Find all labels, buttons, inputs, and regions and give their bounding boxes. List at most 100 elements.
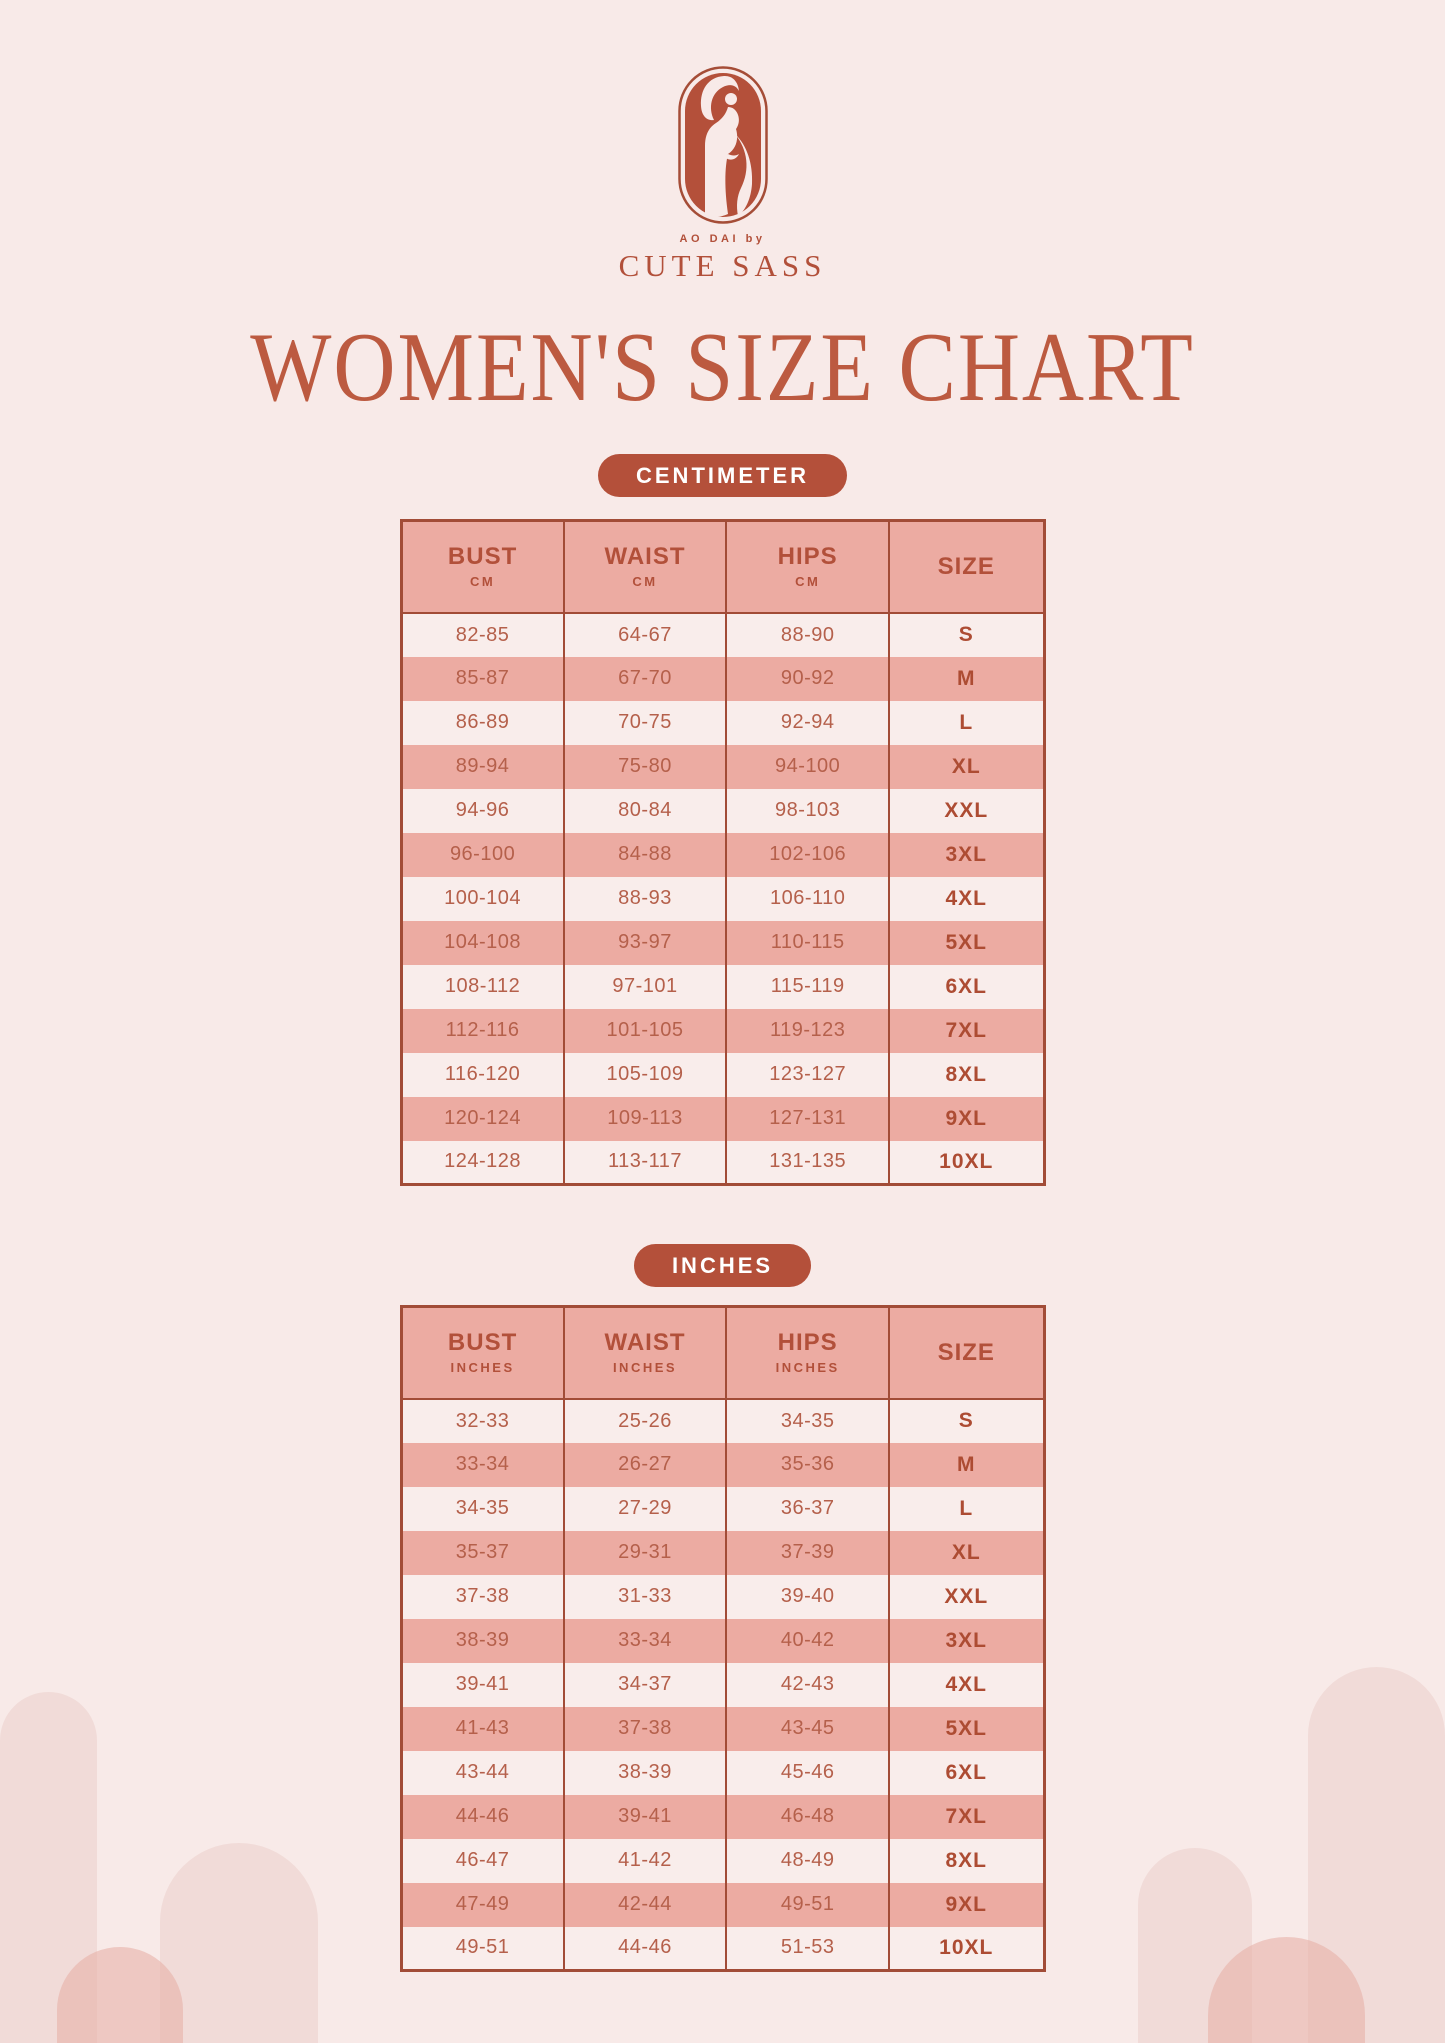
cell-waist: 29-31 bbox=[562, 1530, 728, 1575]
cell-waist: 27-29 bbox=[562, 1486, 728, 1531]
cell-waist: 93-97 bbox=[562, 920, 728, 965]
column-header-hips: HIPS INCHES bbox=[725, 1305, 891, 1400]
table-row: 89-94 75-80 94-100 XL bbox=[400, 744, 1045, 789]
cell-bust: 108-112 bbox=[400, 964, 565, 1009]
table-row: 44-46 39-41 46-48 7XL bbox=[400, 1794, 1045, 1839]
cell-bust: 104-108 bbox=[400, 920, 565, 965]
table-row: 33-34 26-27 35-36 M bbox=[400, 1442, 1045, 1487]
cell-waist: 31-33 bbox=[562, 1574, 728, 1619]
cell-size: S bbox=[888, 1398, 1045, 1443]
cell-size: XXL bbox=[888, 1574, 1045, 1619]
cell-bust: 41-43 bbox=[400, 1706, 565, 1751]
column-header-bust: BUST CM bbox=[400, 519, 565, 614]
brand-name: CUTE SASS bbox=[618, 248, 827, 283]
table-row: 43-44 38-39 45-46 6XL bbox=[400, 1750, 1045, 1795]
table-row: 46-47 41-42 48-49 8XL bbox=[400, 1838, 1045, 1883]
column-header-waist: WAIST CM bbox=[562, 519, 728, 614]
column-header-size: SIZE bbox=[888, 519, 1045, 614]
column-header-hips: HIPS CM bbox=[725, 519, 891, 614]
size-table: BUST CM WAIST CM HIPS CM SIZE 82-85 64-67 88-90 S 8… bbox=[399, 519, 1046, 1186]
cell-waist: 105-109 bbox=[562, 1052, 728, 1097]
column-unit: INCHES bbox=[775, 1360, 840, 1376]
page-title-text: WOMEN'S SIZE CHART bbox=[250, 312, 1195, 422]
cell-size: M bbox=[888, 656, 1045, 701]
cell-hips: 115-119 bbox=[725, 964, 891, 1009]
cell-size: 4XL bbox=[888, 1662, 1045, 1707]
cell-bust: 49-51 bbox=[400, 1926, 565, 1971]
table-row: 120-124 109-113 127-131 9XL bbox=[400, 1096, 1045, 1141]
cell-bust: 100-104 bbox=[400, 876, 565, 921]
cell-waist: 113-117 bbox=[562, 1140, 728, 1185]
cell-waist: 41-42 bbox=[562, 1838, 728, 1883]
cell-waist: 37-38 bbox=[562, 1706, 728, 1751]
column-label: BUST bbox=[447, 543, 518, 571]
column-header-bust: BUST INCHES bbox=[400, 1305, 565, 1400]
column-label: WAIST bbox=[604, 543, 686, 571]
unit-badge-centimeter: CENTIMETER bbox=[598, 454, 847, 497]
cell-bust: 120-124 bbox=[400, 1096, 565, 1141]
cell-size: 9XL bbox=[888, 1096, 1045, 1141]
cell-bust: 124-128 bbox=[400, 1140, 565, 1185]
cell-bust: 37-38 bbox=[400, 1574, 565, 1619]
cell-size: 3XL bbox=[888, 1618, 1045, 1663]
cell-hips: 106-110 bbox=[725, 876, 891, 921]
cell-bust: 82-85 bbox=[400, 612, 565, 657]
table-row: 94-96 80-84 98-103 XXL bbox=[400, 788, 1045, 833]
column-unit: INCHES bbox=[612, 1360, 678, 1376]
table-row: 35-37 29-31 37-39 XL bbox=[400, 1530, 1045, 1575]
cell-hips: 88-90 bbox=[725, 612, 891, 657]
table-row: 86-89 70-75 92-94 L bbox=[400, 700, 1045, 745]
cell-waist: 97-101 bbox=[562, 964, 728, 1009]
cell-waist: 80-84 bbox=[562, 788, 728, 833]
column-label: SIZE bbox=[937, 1338, 995, 1366]
cell-size: L bbox=[888, 700, 1045, 745]
cell-size: XL bbox=[888, 744, 1045, 789]
cell-bust: 38-39 bbox=[400, 1618, 565, 1663]
cell-size: 5XL bbox=[888, 1706, 1045, 1751]
size-table-centimeter: BUST CM WAIST CM HIPS CM SIZE 82-85 64-67 88-90 S 8… bbox=[399, 519, 1046, 1186]
table-row: 124-128 113-117 131-135 10XL bbox=[400, 1140, 1045, 1185]
cell-hips: 43-45 bbox=[725, 1706, 891, 1751]
cell-hips: 40-42 bbox=[725, 1618, 891, 1663]
cell-bust: 46-47 bbox=[400, 1838, 565, 1883]
ao-dai-woman-logo bbox=[677, 66, 768, 224]
cell-size: 10XL bbox=[888, 1140, 1045, 1185]
table-row: 37-38 31-33 39-40 XXL bbox=[400, 1574, 1045, 1619]
cell-waist: 101-105 bbox=[562, 1008, 728, 1053]
column-label: BUST bbox=[447, 1329, 518, 1357]
cell-waist: 64-67 bbox=[562, 612, 728, 657]
cell-bust: 89-94 bbox=[400, 744, 565, 789]
cell-hips: 92-94 bbox=[725, 700, 891, 745]
cell-hips: 49-51 bbox=[725, 1882, 891, 1927]
table-row: 47-49 42-44 49-51 9XL bbox=[400, 1882, 1045, 1927]
cell-hips: 102-106 bbox=[725, 832, 891, 877]
cell-hips: 37-39 bbox=[725, 1530, 891, 1575]
cell-bust: 86-89 bbox=[400, 700, 565, 745]
cell-size: 9XL bbox=[888, 1882, 1045, 1927]
cell-waist: 33-34 bbox=[562, 1618, 728, 1663]
cell-size: XL bbox=[888, 1530, 1045, 1575]
table-row: 100-104 88-93 106-110 4XL bbox=[400, 876, 1045, 921]
column-label: HIPS bbox=[777, 1329, 838, 1357]
column-unit: INCHES bbox=[450, 1360, 515, 1376]
table-row: 116-120 105-109 123-127 8XL bbox=[400, 1052, 1045, 1097]
cell-hips: 48-49 bbox=[725, 1838, 891, 1883]
cell-bust: 33-34 bbox=[400, 1442, 565, 1487]
column-label: HIPS bbox=[777, 543, 838, 571]
column-unit: CM bbox=[469, 574, 496, 590]
cell-hips: 34-35 bbox=[725, 1398, 891, 1443]
table-row: 32-33 25-26 34-35 S bbox=[400, 1398, 1045, 1443]
cell-bust: 35-37 bbox=[400, 1530, 565, 1575]
cell-waist: 109-113 bbox=[562, 1096, 728, 1141]
cell-hips: 42-43 bbox=[725, 1662, 891, 1707]
table-row: 85-87 67-70 90-92 M bbox=[400, 656, 1045, 701]
cell-hips: 131-135 bbox=[725, 1140, 891, 1185]
cell-hips: 45-46 bbox=[725, 1750, 891, 1795]
cell-size: M bbox=[888, 1442, 1045, 1487]
unit-badge-inches: INCHES bbox=[633, 1244, 812, 1287]
cell-bust: 44-46 bbox=[400, 1794, 565, 1839]
cell-waist: 70-75 bbox=[562, 700, 728, 745]
table-row: 96-100 84-88 102-106 3XL bbox=[400, 832, 1045, 877]
column-header-waist: WAIST INCHES bbox=[562, 1305, 728, 1400]
